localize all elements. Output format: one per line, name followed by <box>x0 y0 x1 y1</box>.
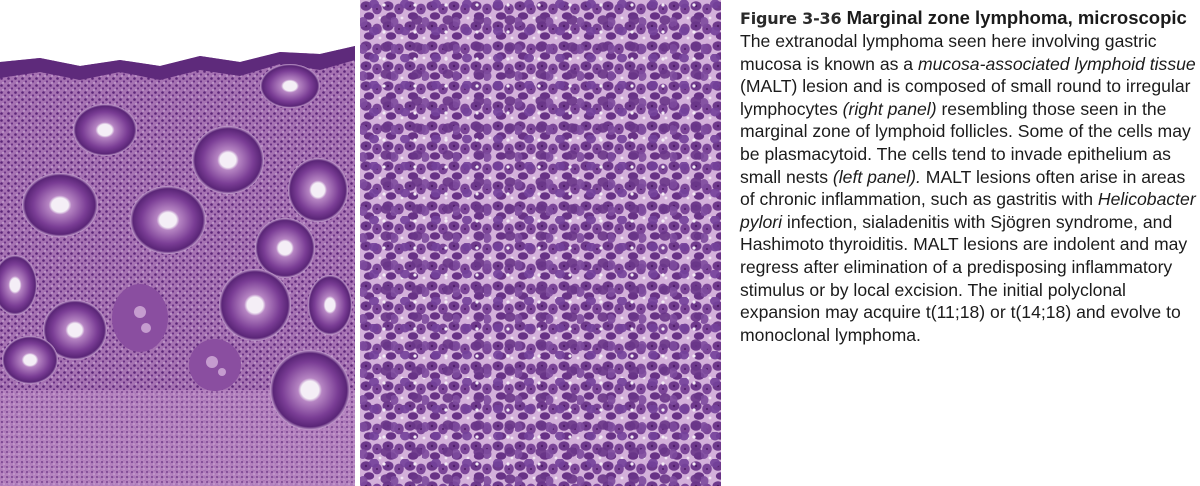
italic-text-run: (left panel). <box>832 166 921 187</box>
figure-body-text: The extranodal lymphoma seen here involv… <box>740 30 1196 346</box>
italic-text-run: (right panel) <box>842 98 937 119</box>
text-run: resembling those seen in the marginal zo… <box>740 98 1191 187</box>
right-micrograph-panel <box>360 0 721 486</box>
text-run: The extranodal lymphoma seen here involv… <box>740 31 1157 74</box>
text-run: MALT lesions often arise in areas of chr… <box>740 166 1186 210</box>
figure-heading: Figure 3-36 Marginal zone lymphoma, micr… <box>740 6 1196 30</box>
figure-caption: Figure 3-36 Marginal zone lymphoma, micr… <box>740 6 1196 346</box>
figure-label: Figure 3-36 <box>740 9 842 28</box>
italic-text-run: Helicobacter pylori <box>740 189 1196 232</box>
left-micrograph-panel <box>0 0 355 486</box>
italic-text-run: mucosa-associated lymphoid tissue <box>917 53 1196 74</box>
text-run: infection, sialadenitis with Sjögren syn… <box>740 211 1188 345</box>
text-run: (MALT) lesion and is composed of small r… <box>740 76 1191 119</box>
figure-title: Marginal zone lymphoma, microscopic <box>846 7 1187 28</box>
